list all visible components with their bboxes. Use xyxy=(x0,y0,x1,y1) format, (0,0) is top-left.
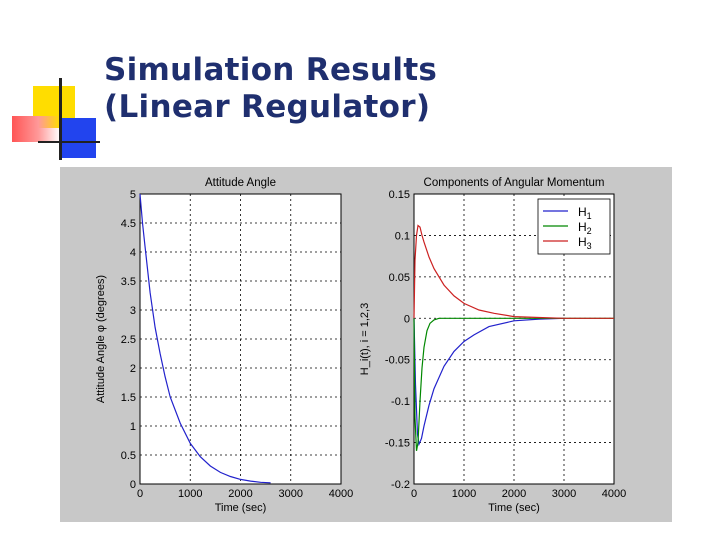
y-tick-label: 0.1 xyxy=(395,230,410,242)
y-tick-label: 0.15 xyxy=(389,189,410,201)
x-tick-label: 3000 xyxy=(279,488,303,500)
y-tick-label: -0.05 xyxy=(385,355,410,367)
decor-blue-square xyxy=(60,118,96,158)
series-line-1 xyxy=(139,193,271,484)
y-tick-label: 1 xyxy=(130,421,136,433)
attitude-angle-chart: 0 1000 2000 3000 4000 0 0.5 1 1.5 2 2.5 3 3.5 4 4.5 5 At… xyxy=(95,177,353,514)
y-tick-label: 2 xyxy=(130,363,136,375)
x-tick-label: 0 xyxy=(137,488,143,500)
y-tick-label: 0.05 xyxy=(389,272,410,284)
x-tick-label: 4000 xyxy=(329,488,353,500)
series-line-3 xyxy=(413,224,614,319)
y-tick-label: -0.2 xyxy=(391,479,410,491)
decor-vertical-line xyxy=(59,78,62,160)
y-tick-label: 5 xyxy=(130,189,136,201)
slide-title: Simulation Results (Linear Regulator) xyxy=(104,52,437,126)
y-tick-label: -0.1 xyxy=(391,396,410,408)
chart-title: Attitude Angle xyxy=(205,177,276,189)
y-tick-label: 2.5 xyxy=(121,334,136,346)
decor-horizontal-line xyxy=(38,141,100,143)
y-tick-label: 1.5 xyxy=(121,392,136,404)
series-line-2 xyxy=(413,317,614,452)
y-tick-label: 3 xyxy=(130,305,136,317)
decor-red-bar xyxy=(12,116,60,142)
angular-momentum-chart: 0 1000 2000 3000 4000 -0.2 -0.15 -0.1 -0.05 0 0.05… xyxy=(359,177,626,514)
slide-title-line-1: Simulation Results xyxy=(104,52,438,88)
x-axis-label: Time (sec) xyxy=(215,502,267,514)
chart-title: Components of Angular Momentum xyxy=(424,177,605,189)
x-tick-label: 2000 xyxy=(502,488,526,500)
x-tick-label: 1000 xyxy=(452,488,476,500)
x-tick-label: 3000 xyxy=(552,488,576,500)
y-tick-label: 4 xyxy=(130,247,136,259)
y-tick-label: 4.5 xyxy=(121,218,136,230)
x-tick-label: 1000 xyxy=(178,488,202,500)
x-tick-label: 0 xyxy=(411,488,417,500)
y-tick-label: 3.5 xyxy=(121,276,136,288)
y-axis-label: H_i(t), i = 1,2,3 xyxy=(359,303,371,375)
x-tick-label: 2000 xyxy=(228,488,252,500)
slide-title-line-2: (Linear Regulator) xyxy=(104,89,431,125)
y-tick-label: -0.15 xyxy=(385,438,410,450)
y-tick-label: 0 xyxy=(130,479,136,491)
x-axis-label: Time (sec) xyxy=(488,502,540,514)
y-tick-label: 0 xyxy=(404,313,410,325)
y-tick-label: 0.5 xyxy=(121,450,136,462)
x-tick-label: 4000 xyxy=(602,488,626,500)
y-axis-label: Attitude Angle φ (degrees) xyxy=(95,275,107,403)
